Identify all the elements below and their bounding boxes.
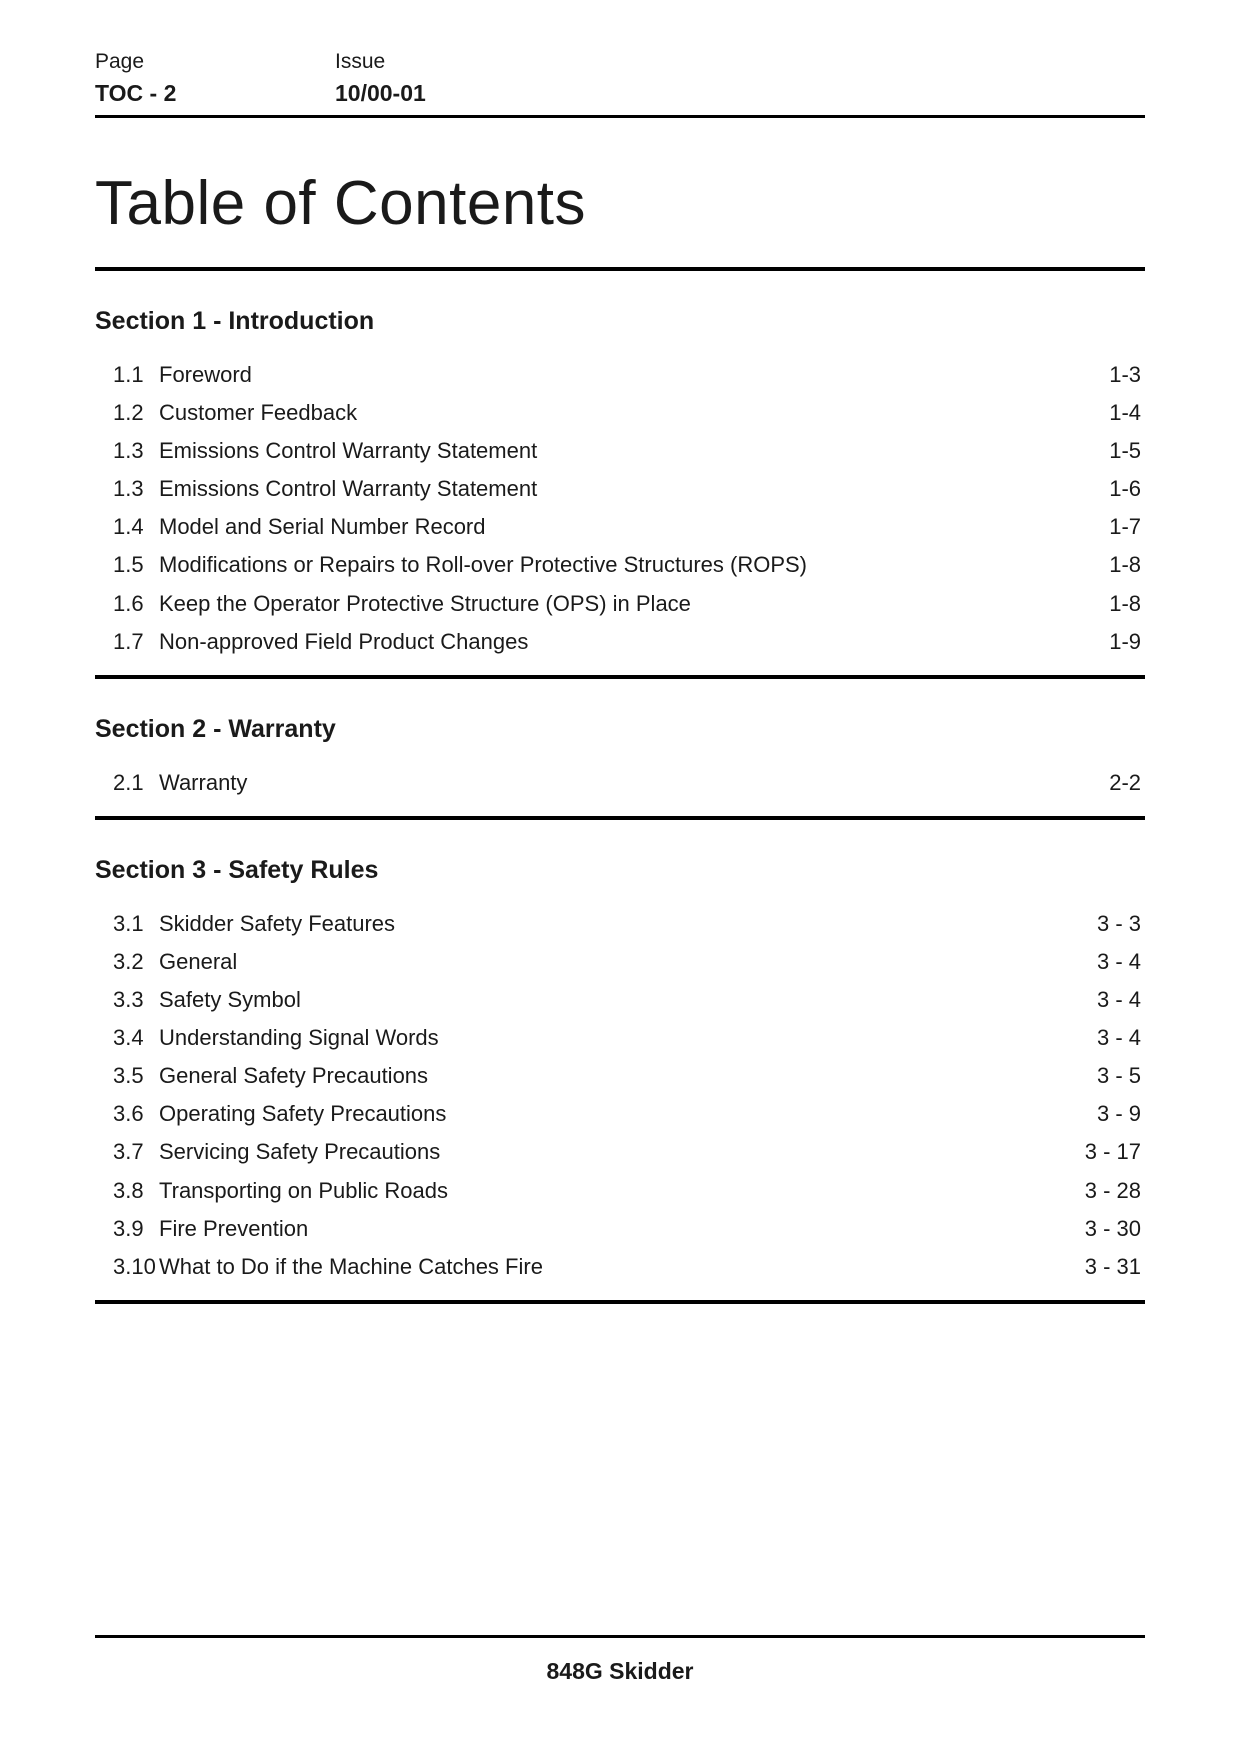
toc-entry: 3.2General3 - 4	[113, 943, 1145, 981]
entry-number: 1.3	[113, 472, 159, 506]
entry-number: 2.1	[113, 766, 159, 800]
entry-page: 3 - 4	[1097, 945, 1145, 979]
page-header: Page TOC - 2 Issue 10/00-01	[95, 50, 1145, 118]
toc-entry: 1.1Foreword1-3	[113, 356, 1145, 394]
toc-entry: 3.9Fire Prevention3 - 30	[113, 1210, 1145, 1248]
entry-page: 3 - 17	[1085, 1135, 1145, 1169]
entry-number: 1.4	[113, 510, 159, 544]
entry-title: Operating Safety Precautions	[159, 1097, 1097, 1131]
toc-entry: 1.3Emissions Control Warranty Statement1…	[113, 470, 1145, 508]
header-page-label: Page	[95, 50, 335, 74]
toc-section: Section 3 - Safety Rules 3.1Skidder Safet…	[95, 856, 1145, 1304]
entry-title: General	[159, 945, 1097, 979]
entry-page: 3 - 31	[1085, 1250, 1145, 1284]
page-title: Table of Contents	[95, 168, 1145, 239]
entry-number: 1.5	[113, 548, 159, 582]
entry-title: General Safety Precautions	[159, 1059, 1097, 1093]
entry-page: 1-7	[1109, 510, 1145, 544]
entry-title: What to Do if the Machine Catches Fire	[159, 1250, 1085, 1284]
entry-number: 3.3	[113, 983, 159, 1017]
toc-entry: 3.4Understanding Signal Words3 - 4	[113, 1019, 1145, 1057]
entry-number: 3.10	[113, 1250, 159, 1284]
entry-page: 1-4	[1109, 396, 1145, 430]
section-heading: Section 2 - Warranty	[95, 715, 1145, 744]
entry-number: 1.1	[113, 358, 159, 392]
entry-title: Fire Prevention	[159, 1212, 1085, 1246]
entry-title: Modifications or Repairs to Roll-over Pr…	[159, 548, 1109, 582]
header-page-value: TOC - 2	[95, 80, 335, 107]
entry-title: Foreword	[159, 358, 1109, 392]
toc-entry: 2.1Warranty2-2	[113, 764, 1145, 802]
entry-page: 3 - 5	[1097, 1059, 1145, 1093]
toc-entry: 1.2Customer Feedback1-4	[113, 394, 1145, 432]
entry-page: 3 - 28	[1085, 1174, 1145, 1208]
entry-title: Servicing Safety Precautions	[159, 1135, 1085, 1169]
toc-entry: 3.10What to Do if the Machine Catches Fi…	[113, 1248, 1145, 1286]
entry-page: 1-9	[1109, 625, 1145, 659]
entry-number: 1.6	[113, 587, 159, 621]
entry-page: 3 - 3	[1097, 907, 1145, 941]
entry-page: 3 - 4	[1097, 983, 1145, 1017]
header-issue-label: Issue	[335, 50, 426, 74]
toc-entry: 1.4Model and Serial Number Record1-7	[113, 508, 1145, 546]
entry-page: 1-8	[1109, 587, 1145, 621]
entry-number: 1.2	[113, 396, 159, 430]
entry-page: 3 - 30	[1085, 1212, 1145, 1246]
entry-number: 1.3	[113, 434, 159, 468]
entry-page: 1-3	[1109, 358, 1145, 392]
header-page-col: Page TOC - 2	[95, 50, 335, 107]
toc-entry: 1.7Non-approved Field Product Changes1-9	[113, 623, 1145, 661]
toc-entry: 3.6Operating Safety Precautions3 - 9	[113, 1095, 1145, 1133]
toc-section: Section 2 - Warranty 2.1Warranty2-2	[95, 715, 1145, 820]
entry-page: 1-6	[1109, 472, 1145, 506]
entry-title: Keep the Operator Protective Structure (…	[159, 587, 1109, 621]
header-issue-col: Issue 10/00-01	[335, 50, 426, 107]
entry-number: 3.5	[113, 1059, 159, 1093]
toc-entry: 3.3Safety Symbol3 - 4	[113, 981, 1145, 1019]
toc-entry: 3.8Transporting on Public Roads3 - 28	[113, 1172, 1145, 1210]
entry-number: 3.8	[113, 1174, 159, 1208]
entry-title: Non-approved Field Product Changes	[159, 625, 1109, 659]
entry-number: 3.1	[113, 907, 159, 941]
entry-title: Emissions Control Warranty Statement	[159, 472, 1109, 506]
entry-page: 3 - 4	[1097, 1021, 1145, 1055]
entry-page: 2-2	[1109, 766, 1145, 800]
entry-title: Customer Feedback	[159, 396, 1109, 430]
entry-title: Emissions Control Warranty Statement	[159, 434, 1109, 468]
entry-page: 1-5	[1109, 434, 1145, 468]
section-entries: 1.1Foreword1-31.2Customer Feedback1-41.3…	[95, 356, 1145, 679]
entry-title: Transporting on Public Roads	[159, 1174, 1085, 1208]
toc-entry: 1.3Emissions Control Warranty Statement1…	[113, 432, 1145, 470]
entry-title: Safety Symbol	[159, 983, 1097, 1017]
page-footer: 848G Skidder	[95, 1635, 1145, 1685]
entry-number: 3.9	[113, 1212, 159, 1246]
footer-text: 848G Skidder	[95, 1658, 1145, 1685]
entry-number: 3.7	[113, 1135, 159, 1169]
toc-entry: 1.6Keep the Operator Protective Structur…	[113, 585, 1145, 623]
title-rule	[95, 267, 1145, 271]
entry-title: Understanding Signal Words	[159, 1021, 1097, 1055]
entry-number: 3.6	[113, 1097, 159, 1131]
entry-number: 3.2	[113, 945, 159, 979]
entry-page: 3 - 9	[1097, 1097, 1145, 1131]
toc-entry: 1.5Modifications or Repairs to Roll-over…	[113, 546, 1145, 584]
toc-section: Section 1 - Introduction1.1Foreword1-31.…	[95, 307, 1145, 679]
header-issue-value: 10/00-01	[335, 80, 426, 107]
section-heading: Section 3 - Safety Rules	[95, 856, 1145, 885]
toc-entry: 3.1Skidder Safety Features3 - 3	[113, 905, 1145, 943]
entry-title: Skidder Safety Features	[159, 907, 1097, 941]
entry-page: 1-8	[1109, 548, 1145, 582]
section-entries: 3.1Skidder Safety Features3 - 33.2Genera…	[95, 905, 1145, 1304]
toc-entry: 3.5General Safety Precautions3 - 5	[113, 1057, 1145, 1095]
toc-entry: 3.7Servicing Safety Precautions3 - 17	[113, 1133, 1145, 1171]
toc-sections: Section 1 - Introduction1.1Foreword1-31.…	[95, 307, 1145, 1304]
section-entries: 2.1Warranty2-2	[95, 764, 1145, 820]
footer-rule	[95, 1635, 1145, 1638]
entry-title: Model and Serial Number Record	[159, 510, 1109, 544]
entry-number: 3.4	[113, 1021, 159, 1055]
section-heading: Section 1 - Introduction	[95, 307, 1145, 336]
entry-title: Warranty	[159, 766, 1109, 800]
entry-number: 1.7	[113, 625, 159, 659]
